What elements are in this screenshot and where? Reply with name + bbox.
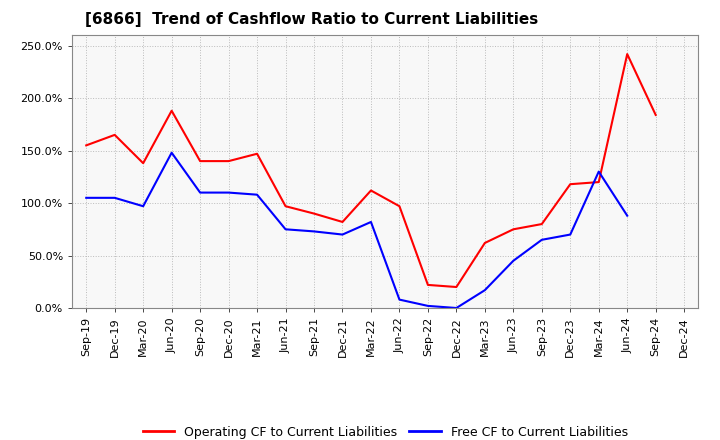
Line: Operating CF to Current Liabilities: Operating CF to Current Liabilities: [86, 54, 656, 287]
Operating CF to Current Liabilities: [595, 180, 603, 185]
Operating CF to Current Liabilities: [139, 161, 148, 166]
Legend: Operating CF to Current Liabilities, Free CF to Current Liabilities: Operating CF to Current Liabilities, Fre…: [138, 421, 633, 440]
Free CF to Current Liabilities: [509, 258, 518, 264]
Text: [6866]  Trend of Cashflow Ratio to Current Liabilities: [6866] Trend of Cashflow Ratio to Curren…: [84, 12, 538, 27]
Free CF to Current Liabilities: [139, 204, 148, 209]
Operating CF to Current Liabilities: [537, 221, 546, 227]
Free CF to Current Liabilities: [310, 229, 318, 234]
Free CF to Current Liabilities: [82, 195, 91, 201]
Free CF to Current Liabilities: [566, 232, 575, 237]
Operating CF to Current Liabilities: [110, 132, 119, 138]
Operating CF to Current Liabilities: [225, 158, 233, 164]
Free CF to Current Liabilities: [623, 213, 631, 218]
Free CF to Current Liabilities: [225, 190, 233, 195]
Free CF to Current Liabilities: [452, 305, 461, 311]
Operating CF to Current Liabilities: [652, 112, 660, 117]
Operating CF to Current Liabilities: [282, 204, 290, 209]
Operating CF to Current Liabilities: [452, 284, 461, 290]
Operating CF to Current Liabilities: [82, 143, 91, 148]
Free CF to Current Liabilities: [366, 219, 375, 224]
Line: Free CF to Current Liabilities: Free CF to Current Liabilities: [86, 153, 627, 308]
Operating CF to Current Liabilities: [366, 188, 375, 193]
Free CF to Current Liabilities: [480, 287, 489, 293]
Free CF to Current Liabilities: [595, 169, 603, 174]
Operating CF to Current Liabilities: [566, 182, 575, 187]
Operating CF to Current Liabilities: [253, 151, 261, 156]
Free CF to Current Liabilities: [423, 303, 432, 308]
Operating CF to Current Liabilities: [167, 108, 176, 114]
Free CF to Current Liabilities: [167, 150, 176, 155]
Free CF to Current Liabilities: [253, 192, 261, 197]
Operating CF to Current Liabilities: [509, 227, 518, 232]
Free CF to Current Liabilities: [282, 227, 290, 232]
Free CF to Current Liabilities: [338, 232, 347, 237]
Operating CF to Current Liabilities: [423, 282, 432, 288]
Operating CF to Current Liabilities: [196, 158, 204, 164]
Free CF to Current Liabilities: [110, 195, 119, 201]
Operating CF to Current Liabilities: [480, 240, 489, 246]
Free CF to Current Liabilities: [395, 297, 404, 302]
Free CF to Current Liabilities: [196, 190, 204, 195]
Operating CF to Current Liabilities: [623, 51, 631, 57]
Operating CF to Current Liabilities: [310, 211, 318, 216]
Free CF to Current Liabilities: [537, 237, 546, 242]
Operating CF to Current Liabilities: [395, 204, 404, 209]
Operating CF to Current Liabilities: [338, 219, 347, 224]
